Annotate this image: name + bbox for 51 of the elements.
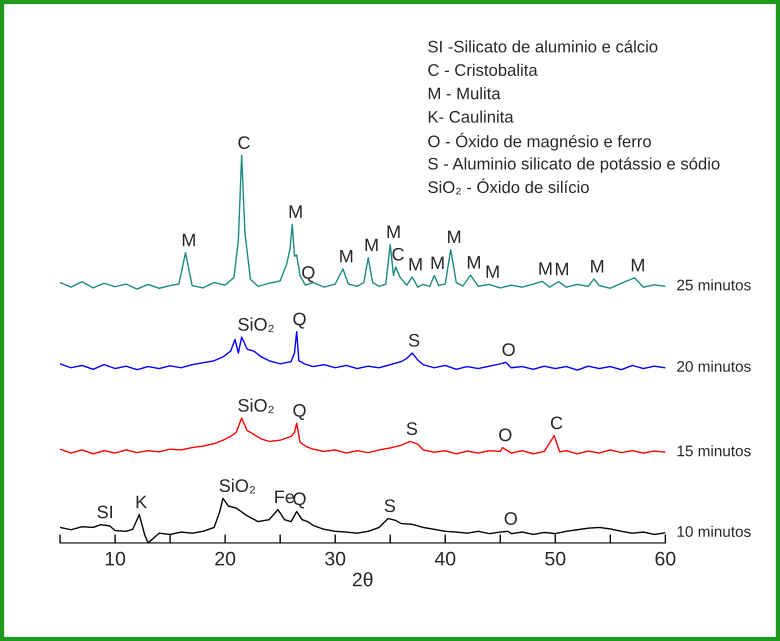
annotation: SiO₂ - Óxido de silício xyxy=(428,178,589,194)
annotation: M xyxy=(290,205,302,218)
x-tick-label: 40 xyxy=(434,552,456,566)
text: SI -Silicato de aluminio e cálcio xyxy=(428,40,658,53)
annotation: SiO₂ xyxy=(220,478,255,494)
text: O - Óxido de magnésio e ferro xyxy=(428,132,651,151)
series-label: 10 minutos xyxy=(678,526,751,537)
x-axis-title: 2θ xyxy=(352,572,373,586)
series-label: 15 minutos xyxy=(678,445,751,456)
annotation: C xyxy=(238,136,250,150)
annotation: Fe xyxy=(275,490,294,504)
text: K- Caulinita xyxy=(428,110,514,123)
annotation: S xyxy=(384,499,396,512)
annotation: SiO₂ xyxy=(238,398,274,414)
annotation: S - Aluminio silicato de potássio e sódio xyxy=(428,157,720,173)
annotation: C xyxy=(550,416,562,430)
annotation: M xyxy=(468,256,480,269)
annotation: SiO₂ xyxy=(238,318,274,332)
annotation: Q xyxy=(293,492,306,508)
annotation: Q xyxy=(293,312,306,329)
annotation: M xyxy=(486,265,499,278)
annotation: O xyxy=(502,343,515,356)
annotation: M xyxy=(340,250,352,262)
annotation: M xyxy=(182,234,195,246)
annotation: S xyxy=(408,334,420,347)
x-tick-label: 30 xyxy=(325,552,346,566)
x-tick-label: 20 xyxy=(215,552,236,566)
annotation: M xyxy=(591,260,604,272)
annotation: M xyxy=(556,262,568,276)
annotation: SI xyxy=(97,506,112,518)
annotation: S xyxy=(406,422,418,436)
annotation: M xyxy=(448,230,460,244)
annotation: C xyxy=(392,248,404,261)
x-tick-label: 60 xyxy=(656,552,676,566)
annotation: M xyxy=(388,226,400,238)
annotation: M xyxy=(366,238,378,252)
annotation: M xyxy=(432,256,444,269)
x-tick-label: 50 xyxy=(545,552,566,566)
x-tick-label: 10 xyxy=(106,552,126,566)
annotation: Q xyxy=(293,404,306,420)
series-label: 20 minutos xyxy=(677,360,751,372)
annotation: Q xyxy=(302,266,314,282)
annotation: K xyxy=(136,496,147,508)
series-label: 25 minutos xyxy=(677,279,751,290)
text: C - Cristobalita xyxy=(428,64,538,76)
annotation: O xyxy=(504,512,517,525)
annotation: M xyxy=(632,258,644,272)
annotation: M xyxy=(410,258,422,271)
annotation: M xyxy=(539,262,552,275)
text: M - Mulita xyxy=(428,87,501,100)
annotation: O xyxy=(499,428,512,442)
